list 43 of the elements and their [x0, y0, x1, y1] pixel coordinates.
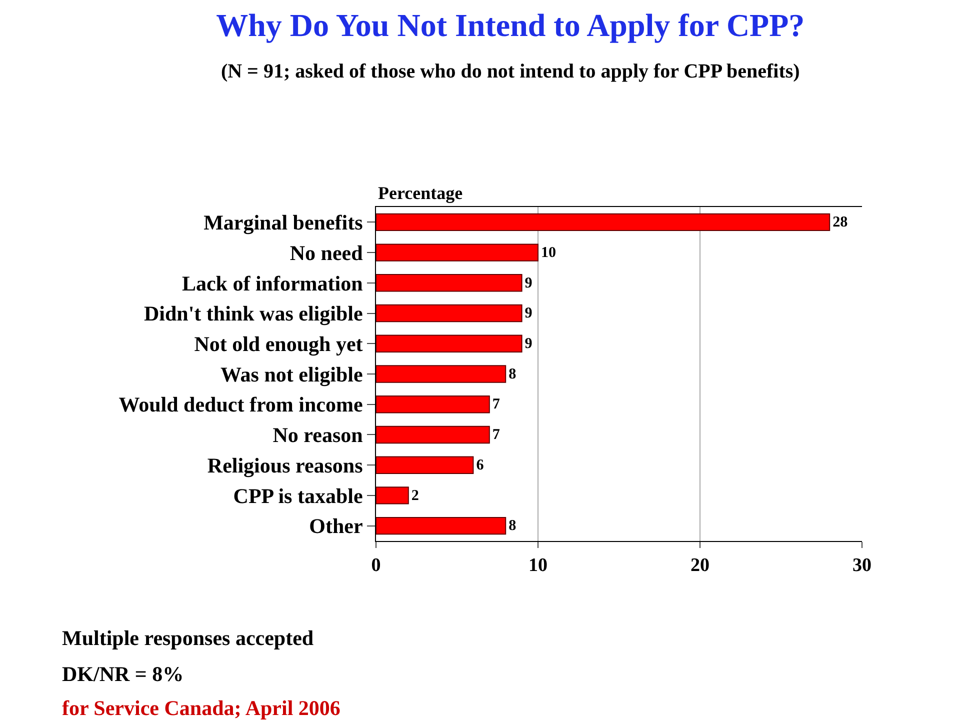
y-tick-label: CPP is taxable: [233, 484, 363, 508]
y-tick-label: Was not eligible: [220, 362, 363, 386]
data-label: 9: [524, 275, 532, 292]
bar: [376, 426, 490, 444]
y-tick-label: Marginal benefits: [204, 210, 363, 235]
bar: [376, 244, 538, 262]
y-tick-label: No reason: [272, 423, 364, 448]
x-tick-label: 20: [690, 554, 710, 576]
text: DK/NR = 8%: [62, 662, 184, 686]
y-tick-label: Not old enough yet: [194, 332, 363, 356]
x-tick-label: 10: [528, 554, 548, 576]
bar: [376, 274, 522, 292]
y-tick-label: Lack of information: [182, 271, 364, 296]
data-label: 9: [524, 306, 532, 322]
bar: [376, 456, 474, 474]
y-tick-label: Other: [309, 514, 363, 538]
data-label: 28: [832, 214, 848, 231]
y-tick-label: No need: [290, 240, 364, 265]
bar: [376, 365, 506, 383]
text: for Service Canada; April 2006: [62, 696, 340, 720]
data-label: 9: [524, 336, 532, 352]
data-label: 6: [476, 457, 484, 474]
y-tick-label: Would deduct from income: [118, 392, 363, 417]
data-label: 7: [492, 427, 500, 444]
x-tick-label: 30: [852, 554, 872, 576]
y-tick-label: Religious reasons: [207, 453, 363, 478]
bar: [376, 304, 522, 322]
bar: [376, 396, 490, 414]
data-label: 8: [508, 366, 517, 382]
data-label: 7: [492, 396, 500, 413]
chart-subtitle: (N = 91; asked of those who do not intend to apply for CPP benefits): [220, 60, 800, 83]
chart-title: Why Do You Not Intend to Apply for CPP?: [216, 7, 805, 44]
bar: [376, 486, 409, 504]
bar: [376, 213, 830, 232]
bar: [376, 334, 522, 352]
bar: [376, 516, 506, 535]
data-label: 10: [541, 244, 556, 261]
data-label: 8: [508, 518, 517, 534]
x-tick-label: 0: [371, 554, 381, 576]
y-tick-label: Didn't think was eligible: [144, 302, 363, 326]
x-axis-title: Percentage: [378, 183, 463, 203]
data-label: 2: [411, 488, 419, 504]
text: Multiple responses accepted: [62, 626, 314, 650]
